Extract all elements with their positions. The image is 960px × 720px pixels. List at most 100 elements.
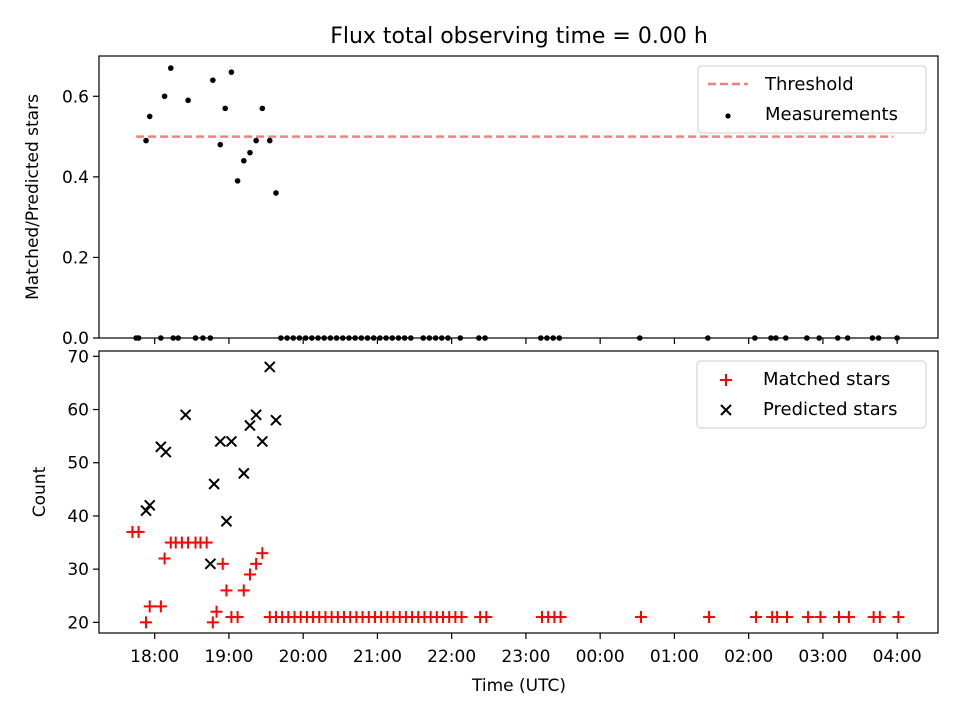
matched-star-point	[554, 611, 567, 624]
bottom-x-tick-label: 19:00	[204, 647, 253, 667]
bottom-x-tick-label: 00:00	[576, 647, 625, 667]
predicted-star-b	[179, 409, 192, 421]
predicted-star-point	[144, 499, 156, 512]
top-y-tick-label: 0.6	[62, 87, 89, 107]
bottom-y-tick-label: 70	[67, 347, 89, 367]
measurement-point	[234, 178, 241, 184]
matched-star-point	[842, 611, 855, 624]
matched-star-point	[455, 611, 468, 624]
predicted-star-point	[256, 435, 269, 448]
bottom-x-tick-label: 21:00	[353, 647, 402, 667]
matched-star-point	[216, 557, 229, 570]
predicted-star-point	[238, 467, 250, 480]
predicted-star-b	[256, 435, 269, 448]
top-y-tick-label: 0.0	[62, 329, 89, 349]
measurement-point	[217, 141, 224, 148]
legend-matched-swatch	[720, 374, 732, 386]
matched-star-point	[220, 584, 233, 597]
bottom-x-tick-label: 20:00	[279, 647, 328, 667]
predicted-star-b	[250, 409, 262, 421]
bottom-x-tick-label: 01:00	[650, 647, 699, 667]
predicted-star-b	[244, 419, 256, 432]
measurement-point	[143, 137, 149, 144]
measurement-point	[146, 113, 153, 120]
measurement-point	[222, 105, 229, 112]
bottom-x-tick-label: 22:00	[427, 647, 476, 667]
measurement-point	[259, 105, 266, 112]
figure-title: Flux total observing time = 0.00 h	[330, 24, 708, 49]
matched-star-point	[250, 557, 263, 570]
matched-star-point	[480, 611, 493, 624]
predicted-star-b	[264, 361, 276, 373]
matched-star-point	[210, 605, 223, 618]
bottom-x-label: Time (UTC)	[471, 676, 566, 696]
matched-star-point	[132, 525, 145, 538]
matched-star-point	[237, 584, 250, 597]
predicted-star-point	[220, 515, 233, 527]
bottom-x-axis: 18:00 19:00 20:00 21:00 22:00 23:00 00:00 01:00…	[130, 633, 922, 667]
measurement-point	[161, 93, 168, 100]
predicted-star-point	[160, 446, 172, 458]
top-y-tick-label: 0.4	[62, 168, 89, 188]
top-legend-frame	[697, 65, 927, 134]
predicted-star-b	[225, 435, 238, 448]
bottom-frame	[98, 350, 939, 634]
bottom-y-axis: 20 30 40 50 60 70	[67, 347, 99, 633]
bottom-y-tick-label: 30	[67, 560, 89, 580]
predicted-star-point	[270, 414, 282, 426]
measurement-point	[228, 69, 235, 75]
measurement-point	[273, 190, 279, 196]
predicted-star-point	[179, 409, 192, 421]
matched-star-point	[256, 547, 269, 560]
predicted-star-b	[160, 446, 172, 458]
predicted-star-point	[204, 558, 217, 570]
top-y-tick-label: 0.2	[62, 248, 89, 268]
measurement-point	[167, 65, 174, 71]
matched-star-point	[231, 611, 244, 624]
matched-star-point	[206, 616, 219, 629]
measurement-point	[247, 149, 253, 156]
measurement-point	[240, 157, 247, 164]
bottom-y-tick-label: 20	[67, 613, 89, 633]
predicted-star-point	[250, 409, 262, 421]
bottom-x-tick-label: 02:00	[724, 647, 773, 667]
top-legend: Threshold Measurements	[697, 65, 927, 134]
predicted-star-b	[214, 435, 226, 448]
predicted-star-b	[238, 467, 250, 480]
bottom-y-label: Count	[30, 466, 50, 517]
legend-predicted-swatch	[720, 404, 732, 416]
top-y-label: Matched/Predicted stars	[23, 94, 43, 300]
predicted-star-point	[214, 435, 226, 448]
measurement-point	[266, 137, 273, 144]
predicted-star-b	[220, 515, 233, 527]
bottom-y-tick-label: 40	[67, 507, 89, 527]
matched-star-point	[243, 568, 256, 581]
predicted-star-point	[264, 361, 276, 373]
predicted-star-b	[155, 441, 167, 453]
bottom-panel: 20 30 40 50 60 70 18:00 19:00 20:00 21:00 22:00 23…	[30, 347, 939, 696]
legend-measurements-label: Measurements	[765, 104, 898, 125]
bottom-plot-area	[126, 361, 905, 629]
matched-star-point	[703, 611, 716, 624]
predicted-star-b	[140, 504, 152, 517]
legend-threshold-label: Threshold	[764, 74, 854, 95]
legend-predicted-label: Predicted stars	[763, 399, 897, 420]
predicted-star-b	[208, 478, 220, 490]
matched-star-point	[781, 611, 794, 624]
bottom-y-tick-label: 60	[67, 401, 89, 421]
matched-star-point	[892, 611, 905, 624]
legend-matched-label: Matched stars	[763, 369, 890, 390]
matched-star-point	[635, 611, 648, 624]
predicted-star-point	[244, 419, 256, 432]
bottom-x-tick-label: 03:00	[798, 647, 847, 667]
top-y-axis: 0.0 0.2 0.4 0.6	[62, 87, 99, 349]
top-x-axis	[154, 338, 898, 344]
predicted-star-point	[208, 478, 220, 490]
top-frame	[98, 55, 939, 339]
matched-star-point	[802, 611, 815, 624]
predicted-star-point	[140, 504, 152, 517]
predicted-star-b	[144, 499, 156, 512]
top-panel: 0.0 0.2 0.4 0.6 Matched/Predicted stars Thr…	[23, 55, 939, 349]
matched-star-point	[873, 611, 886, 624]
